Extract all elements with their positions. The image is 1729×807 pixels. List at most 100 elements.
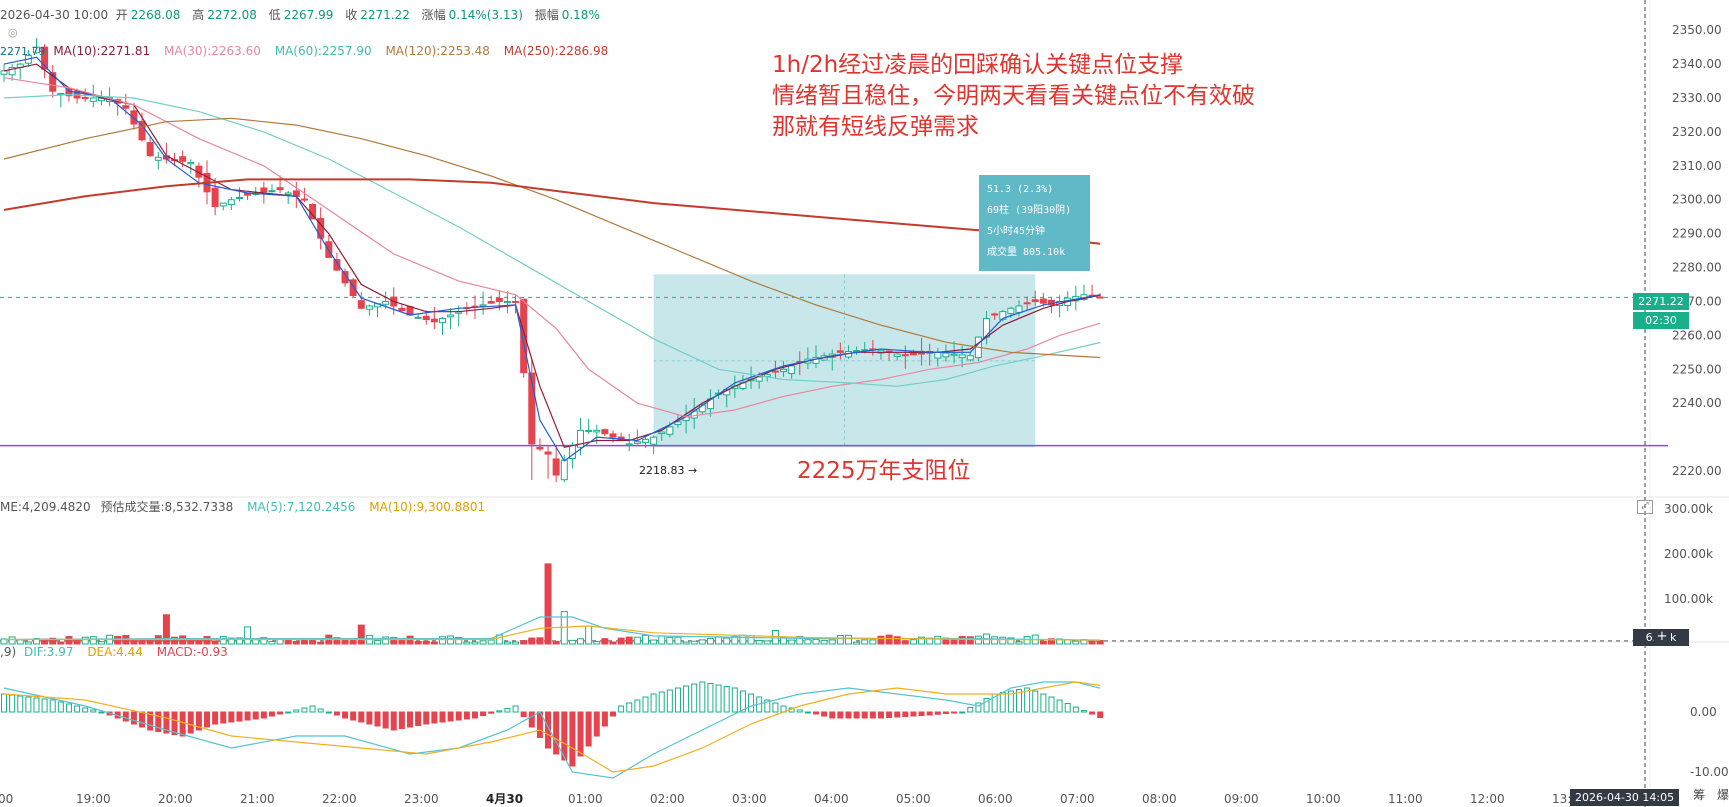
volume-bar [877, 635, 885, 645]
macd-histogram-bar [325, 711, 332, 714]
volume-bar [57, 641, 65, 645]
clipped-price-label: 2271.79 [0, 45, 46, 58]
candle-body [479, 304, 487, 307]
volume-bar [723, 637, 731, 645]
volume-bar [49, 637, 57, 645]
macd-histogram-bar [220, 711, 227, 724]
change-value: 0.14%(3.13) [448, 8, 523, 22]
macd-histogram-bar [731, 687, 738, 713]
macd-histogram-bar [398, 711, 405, 729]
time-tick-label: 10:00 [1306, 792, 1341, 806]
candle-body [138, 120, 146, 141]
volume-bar [690, 640, 698, 645]
add-icon[interactable]: + [1654, 629, 1670, 646]
candle-body [235, 196, 243, 199]
volume-bar [812, 638, 820, 645]
macd-histogram-bar [488, 711, 495, 714]
macd-histogram-bar [658, 691, 665, 713]
candle-body [536, 446, 544, 450]
macd-dea: DEA:4.44 [87, 645, 143, 659]
change-label: 涨幅 [421, 8, 446, 22]
ma10-legend: MA(10):2271.81 [53, 44, 151, 58]
candle-body [650, 436, 658, 445]
candle-body [49, 72, 57, 92]
volume-bar [171, 636, 179, 645]
volume-tick-label: 300.00k [1664, 502, 1713, 516]
volume-bar [357, 624, 365, 645]
macd-histogram-bar [1048, 696, 1055, 713]
macd-histogram-bar [975, 702, 982, 713]
macd-histogram-bar [601, 711, 608, 727]
amplitude-value: 0.18% [561, 8, 600, 22]
macd-histogram-bar [1040, 693, 1047, 713]
macd-dif: DIF:3.97 [23, 645, 74, 659]
volume-bar [292, 641, 300, 645]
candle-body [641, 438, 649, 444]
ma-line-ma120 [3, 117, 1101, 359]
macd-histogram-bar [804, 711, 811, 714]
support-annotation[interactable]: 2225万年支阻位 [797, 458, 971, 484]
volume-bar [901, 640, 909, 645]
expand-icon[interactable]: ⤢ [1637, 500, 1653, 514]
volume-bar [146, 638, 154, 645]
volume-bar [463, 641, 471, 645]
macd-histogram-bar [634, 699, 641, 713]
ma-line-ma30 [3, 77, 1101, 418]
volume-bar [430, 641, 438, 645]
volume-bar [739, 634, 747, 645]
candle-body [950, 353, 958, 356]
macd-histogram-bar [301, 707, 308, 713]
price-tick-label: 2280.00 [1672, 261, 1722, 275]
volume-bar [698, 639, 706, 645]
macd-histogram-bar [244, 711, 251, 721]
candle-body [601, 429, 609, 435]
corner-label-2[interactable]: 爆 [1716, 788, 1729, 802]
time-tick-label: 11:00 [1388, 792, 1423, 806]
open-label: 开 [115, 8, 128, 22]
macd-histogram-bar [179, 711, 186, 737]
macd-histogram-bar [829, 711, 836, 719]
candle-body [633, 441, 641, 444]
macd-histogram-bar [9, 694, 16, 713]
macd-histogram-bar [25, 696, 32, 713]
candle-body [89, 97, 97, 102]
macd-histogram-bar [683, 685, 690, 713]
corner-label-1[interactable]: 筹 [1693, 788, 1706, 802]
candle-body [934, 351, 942, 359]
volume-bar [593, 641, 601, 645]
candle-body [503, 300, 511, 304]
volume-bar [284, 638, 292, 645]
macd-histogram-bar [236, 711, 243, 722]
price-tick-label: 2240.00 [1672, 396, 1722, 410]
macd-histogram-bar [204, 711, 210, 728]
volume-bar [244, 626, 252, 645]
volume-bar [317, 641, 325, 645]
volume-bar [520, 640, 528, 645]
ma120-legend: MA(120):2253.48 [385, 44, 490, 58]
macd-histogram-bar [1007, 690, 1014, 713]
volume-bar [268, 641, 276, 645]
measure-tooltip[interactable]: 51.3 (2.3%) 69柱 (39阳30阴) 5小时45分钟 成交量 805… [979, 175, 1090, 271]
volume-bar [755, 640, 763, 645]
volume-bar [1015, 641, 1023, 645]
volume-bar [934, 635, 942, 645]
volume-bar [81, 636, 89, 645]
volume-bar [503, 641, 511, 645]
price-tick-label: 2310.00 [1672, 159, 1722, 173]
candle-body [1039, 298, 1047, 304]
volume-bar [861, 639, 869, 645]
eye-icon[interactable]: ◎ [8, 26, 18, 39]
macd-histogram-bar [1056, 699, 1063, 713]
volume-bar [260, 637, 268, 645]
candle-body [422, 315, 430, 321]
time-tick-label: 22:00 [322, 792, 357, 806]
volume-bar [820, 639, 828, 645]
macd-histogram-bar [942, 711, 949, 714]
candle-body [130, 110, 138, 125]
analysis-annotation[interactable]: 1h/2h经过凌晨的回踩确认关键点位支撑 情绪暂且稳住，今明两天看看关键点位不有… [772, 50, 1255, 143]
volume-bar [885, 634, 893, 645]
volume-bar [528, 637, 536, 645]
volume-bar [568, 639, 576, 645]
macd-histogram-bar [65, 703, 72, 713]
macd-histogram-bar [666, 689, 673, 713]
